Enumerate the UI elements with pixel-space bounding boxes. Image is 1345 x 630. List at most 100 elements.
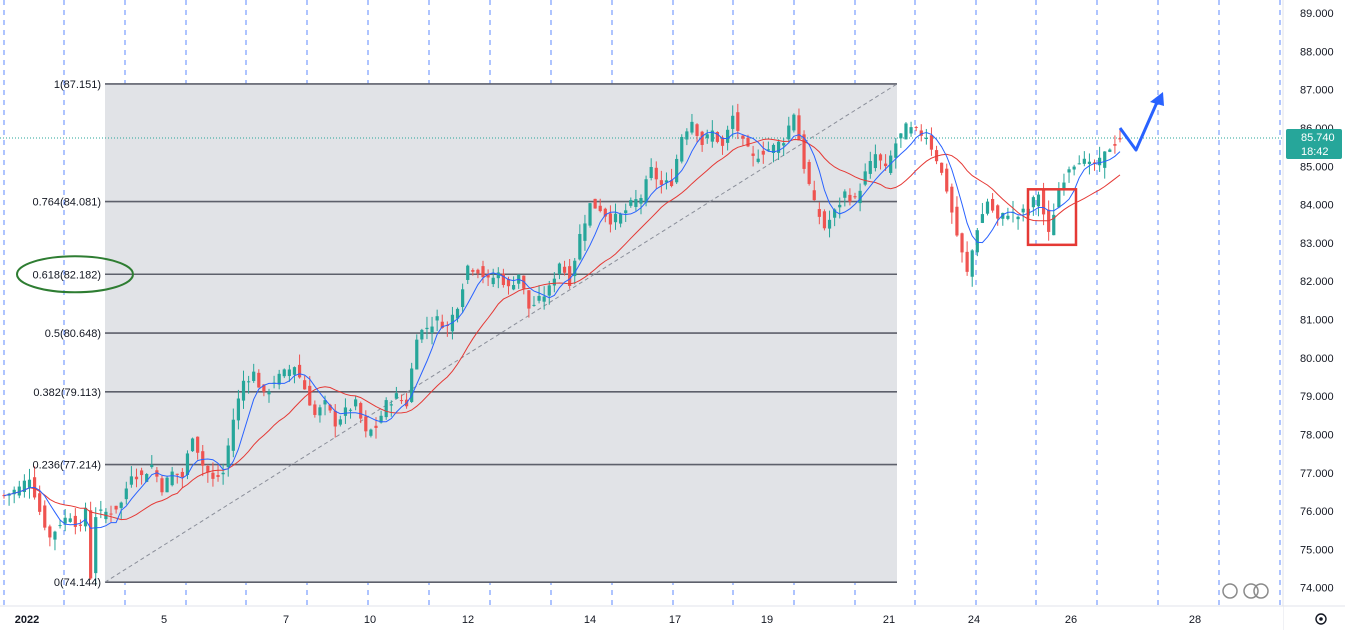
year-label: 2022	[15, 614, 39, 626]
candle-body	[568, 266, 572, 286]
candle-body	[741, 135, 745, 139]
candle-body	[1021, 208, 1025, 213]
candle-body	[863, 171, 867, 185]
candle-body	[776, 141, 781, 153]
candle-body	[410, 368, 414, 402]
candle-body	[761, 150, 765, 155]
time-tick-label: 10	[364, 614, 376, 626]
candle-body	[695, 124, 699, 136]
candle-body	[359, 403, 363, 419]
candle-body	[461, 289, 465, 308]
candle-body	[827, 219, 832, 229]
candle-body	[1077, 163, 1081, 165]
candle-body	[267, 391, 271, 395]
candle-body	[1113, 144, 1117, 146]
candle-body	[491, 277, 495, 285]
highlight-ellipse[interactable]	[16, 255, 134, 294]
candle-body	[527, 290, 531, 309]
fib-level-label: 0.618(82.182)	[33, 269, 102, 281]
candle-body	[338, 419, 342, 425]
candle-body	[150, 464, 154, 468]
time-tick-label: 21	[883, 614, 895, 626]
candle-body	[710, 130, 714, 142]
forecast-arrow-head	[1150, 92, 1164, 106]
candle-body	[965, 251, 969, 272]
candle-body	[634, 199, 638, 207]
candle-body	[486, 273, 490, 278]
price-tick-label: 80.000	[1300, 353, 1334, 365]
candlestick-series	[2, 103, 1122, 585]
time-tick-label: 7	[283, 614, 289, 626]
candle-body	[1067, 169, 1071, 173]
watermark-logo	[1222, 583, 1269, 599]
candle-body	[817, 209, 821, 217]
candle-body	[354, 399, 358, 407]
price-axis-labels: 89.00088.00087.00086.00085.00084.00083.0…	[1300, 8, 1334, 595]
candle-body	[313, 404, 317, 415]
candle-body	[190, 438, 195, 452]
candle-body	[960, 233, 964, 253]
fib-level-label: 1(87.151)	[54, 79, 101, 91]
candle-body	[980, 214, 985, 223]
candle-body	[145, 474, 149, 482]
candle-body	[659, 180, 663, 185]
candle-body	[185, 453, 190, 475]
candle-body	[196, 436, 200, 453]
candle-body	[542, 296, 546, 302]
time-axis[interactable]	[0, 606, 1283, 630]
candle-body	[1036, 194, 1041, 207]
candle-body	[639, 198, 643, 204]
candle-body	[496, 272, 500, 279]
time-tick-label: 12	[462, 614, 474, 626]
candle-body	[160, 478, 164, 493]
forecast-arrow[interactable]	[1118, 92, 1164, 152]
candle-body	[598, 205, 602, 212]
candle-body	[547, 285, 551, 296]
candle-body	[751, 153, 755, 156]
candle-body	[43, 505, 47, 528]
candle-body	[700, 131, 704, 145]
candle-body	[919, 130, 923, 136]
price-tick-label: 74.000	[1300, 583, 1334, 595]
candle-body	[996, 205, 1000, 219]
candle-body	[736, 112, 740, 131]
candle-body	[63, 517, 67, 524]
candle-body	[1118, 138, 1122, 140]
price-axis[interactable]	[1283, 0, 1345, 630]
candle-body	[797, 115, 801, 141]
candle-body	[756, 158, 760, 162]
candle-body	[675, 158, 679, 183]
candle-body	[1072, 166, 1076, 170]
candle-body	[914, 126, 918, 128]
candle-body	[858, 190, 862, 204]
candle-body	[384, 400, 388, 418]
fast-moving-average-line	[3, 131, 1121, 529]
consolidation-box[interactable]	[1026, 188, 1078, 247]
candle-body	[155, 470, 159, 477]
candle-body	[1052, 214, 1056, 236]
candle-body	[73, 515, 77, 527]
candle-body	[119, 502, 123, 508]
candle-body	[501, 273, 505, 285]
candle-body	[420, 329, 424, 340]
candle-body	[1001, 212, 1005, 219]
candle-body	[399, 400, 404, 402]
settings-gear-icon[interactable]	[1315, 613, 1327, 625]
candle-body	[511, 285, 516, 290]
candle-body	[287, 369, 291, 377]
time-tick-label: 28	[1189, 614, 1201, 626]
candle-body	[466, 265, 470, 280]
candle-body	[379, 415, 383, 423]
candle-body	[369, 429, 373, 436]
candle-body	[812, 190, 816, 201]
candle-body	[53, 531, 57, 540]
time-tick-label: 17	[669, 614, 681, 626]
candle-body	[134, 476, 139, 480]
candle-body	[241, 380, 246, 401]
candle-body	[435, 316, 439, 321]
candle-body	[389, 404, 393, 406]
price-tick-label: 82.000	[1300, 276, 1334, 288]
candle-body	[328, 404, 332, 411]
candle-body	[619, 214, 623, 224]
